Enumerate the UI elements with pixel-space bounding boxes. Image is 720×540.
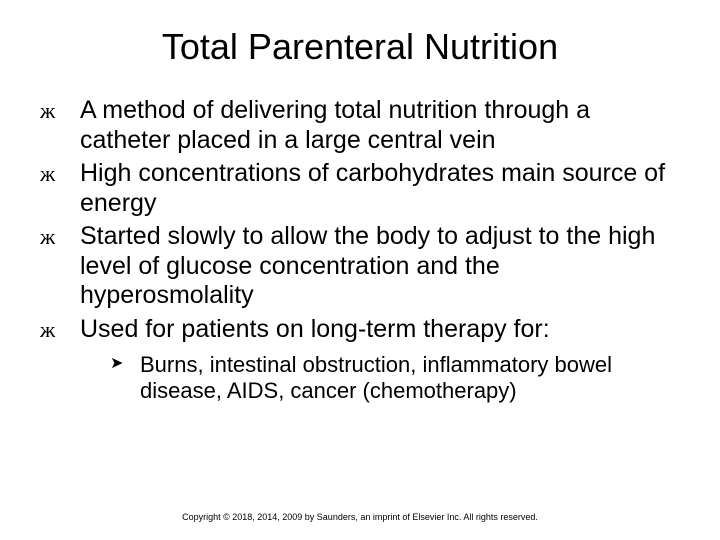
bullet-text: Used for patients on long-term therapy f…	[80, 315, 550, 343]
chevron-right-icon: ➤	[110, 354, 123, 373]
list-item: ж High concentrations of carbohydrates m…	[74, 159, 680, 218]
bullet-icon: ж	[40, 98, 55, 124]
list-item: ж Started slowly to allow the body to ad…	[74, 222, 680, 311]
bullet-list: ж A method of delivering total nutrition…	[40, 96, 680, 405]
bullet-text: High concentrations of carbohydrates mai…	[80, 159, 665, 217]
bullet-icon: ж	[40, 161, 55, 187]
sub-bullet-text: Burns, intestinal obstruction, inflammat…	[140, 352, 612, 403]
bullet-icon: ж	[40, 224, 55, 250]
bullet-text: A method of delivering total nutrition t…	[80, 96, 590, 154]
slide-title: Total Parenteral Nutrition	[40, 26, 680, 68]
list-item: ж A method of delivering total nutrition…	[74, 96, 680, 155]
sub-list-item: ➤ Burns, intestinal obstruction, inflamm…	[140, 352, 680, 405]
list-item: ж Used for patients on long-term therapy…	[74, 315, 680, 405]
bullet-icon: ж	[40, 317, 55, 343]
slide: Total Parenteral Nutrition ж A method of…	[0, 0, 720, 540]
bullet-text: Started slowly to allow the body to adju…	[80, 222, 655, 309]
sub-bullet-list: ➤ Burns, intestinal obstruction, inflamm…	[80, 352, 680, 405]
copyright-footer: Copyright © 2018, 2014, 2009 by Saunders…	[0, 512, 720, 522]
